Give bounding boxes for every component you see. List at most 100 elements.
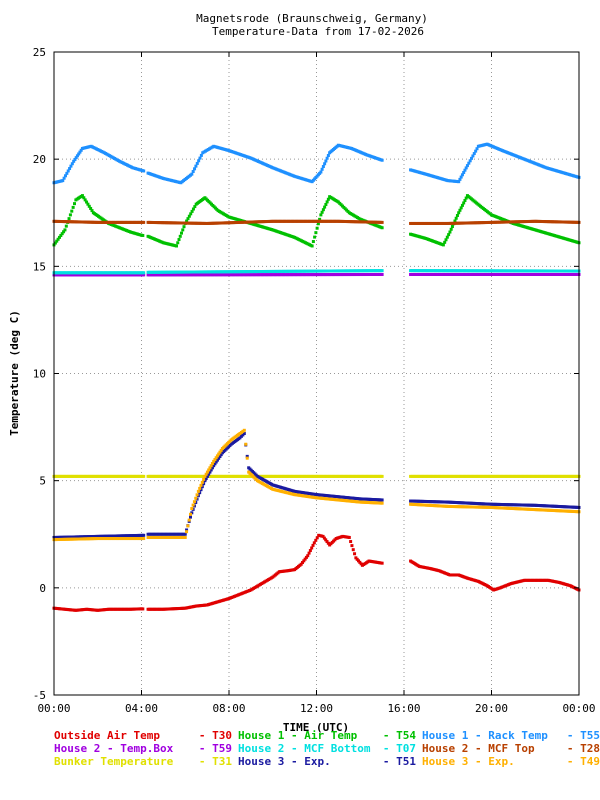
data-point xyxy=(219,453,223,457)
data-point xyxy=(200,480,204,484)
data-point xyxy=(73,157,77,161)
data-point xyxy=(209,464,213,468)
data-point xyxy=(302,559,306,563)
data-point xyxy=(194,496,198,500)
data-point xyxy=(205,474,209,478)
data-point xyxy=(67,217,71,221)
x-tick-label: 16:00 xyxy=(387,702,420,715)
data-point xyxy=(380,272,384,276)
data-point xyxy=(217,456,221,460)
data-point xyxy=(245,456,249,460)
data-point xyxy=(185,530,189,534)
data-point xyxy=(65,171,69,175)
y-tick-label: -5 xyxy=(33,689,46,702)
data-point xyxy=(320,210,324,214)
data-point xyxy=(459,206,463,210)
data-point xyxy=(475,147,479,151)
data-point xyxy=(218,454,222,458)
data-point xyxy=(321,208,325,212)
data-point xyxy=(69,164,73,168)
legend-sensor: - T55 xyxy=(567,729,600,742)
data-point xyxy=(448,230,452,234)
data-point xyxy=(210,462,214,466)
legend-sensor: - T31 xyxy=(199,755,232,768)
y-axis-label: Temperature (deg C) xyxy=(8,310,21,436)
data-point xyxy=(189,512,192,516)
data-point xyxy=(175,244,178,248)
data-point xyxy=(463,168,467,172)
data-point xyxy=(324,538,328,542)
data-point xyxy=(89,206,93,210)
data-point xyxy=(311,240,315,244)
data-point xyxy=(210,466,214,470)
legend-sensor: - T28 xyxy=(567,742,600,755)
data-point xyxy=(66,169,70,173)
data-point xyxy=(187,518,191,522)
data-point xyxy=(380,474,384,478)
x-axis-ticks: 00:00 04:00 08:00 12:00 16:00 20:00 00:00 xyxy=(37,52,596,715)
y-tick-label: 10 xyxy=(33,368,46,381)
chart-title-line-2: Temperature-Data from 17-02-2026 xyxy=(212,25,424,38)
data-point xyxy=(214,456,218,460)
data-point xyxy=(324,159,328,163)
data-point xyxy=(185,219,189,223)
legend-name: Outside Air Temp xyxy=(54,729,160,742)
legend-sensor: - T49 xyxy=(567,755,600,768)
y-tick-label: 20 xyxy=(33,153,46,166)
data-point xyxy=(380,561,384,565)
data-point xyxy=(79,148,83,152)
data-point xyxy=(62,176,66,180)
legend-name: House 2 - MCF Bottom xyxy=(238,742,371,755)
data-point xyxy=(219,448,223,452)
data-point xyxy=(444,238,448,242)
data-point xyxy=(319,213,323,217)
data-point xyxy=(355,557,359,561)
x-tick-label: 00:00 xyxy=(562,702,595,715)
data-point xyxy=(142,273,146,277)
data-point xyxy=(82,196,86,200)
data-point xyxy=(380,158,384,162)
y-axis-ticks: -5 0 5 10 15 20 25 xyxy=(33,46,579,702)
data-point xyxy=(192,500,196,504)
data-point xyxy=(464,166,468,170)
data-point xyxy=(319,170,323,174)
data-point xyxy=(215,458,219,462)
data-point xyxy=(198,156,202,160)
data-point xyxy=(353,552,357,556)
legend-sensor: - T54 xyxy=(383,729,416,742)
data-point xyxy=(73,202,77,206)
data-point xyxy=(56,237,60,241)
legend-item: House 3 - Exp. - T49 xyxy=(422,755,600,768)
data-point xyxy=(70,209,74,213)
data-point xyxy=(208,466,212,470)
data-point xyxy=(87,204,91,208)
series-t51 xyxy=(52,432,581,539)
data-point xyxy=(214,460,218,464)
data-point xyxy=(460,173,464,177)
data-point xyxy=(191,503,195,507)
data-point xyxy=(315,226,319,230)
legend-sensor: - T30 xyxy=(199,729,232,742)
data-point xyxy=(463,199,467,203)
legend-name: House 1 - Rack Temp xyxy=(422,729,548,742)
data-point xyxy=(189,515,192,519)
data-point xyxy=(85,200,89,204)
data-point xyxy=(83,198,87,202)
data-point xyxy=(245,454,249,458)
x-tick-label: 12:00 xyxy=(300,702,333,715)
data-point xyxy=(449,227,453,231)
legend-name: House 3 - Exp. xyxy=(422,755,515,768)
data-point xyxy=(441,243,445,247)
data-point xyxy=(307,551,311,555)
data-point xyxy=(242,432,246,436)
legend: Outside Air Temp - T30 House 1 - Air Temp -… xyxy=(54,729,600,768)
x-tick-label: 20:00 xyxy=(475,702,508,715)
data-point xyxy=(142,474,146,478)
data-point xyxy=(72,159,76,163)
legend-sensor: - T07 xyxy=(383,742,416,755)
data-point xyxy=(347,535,351,539)
data-point xyxy=(142,537,146,541)
data-point xyxy=(62,230,66,234)
legend-item: House 2 - Temp.Box - T59 xyxy=(54,742,232,755)
data-point xyxy=(142,533,146,537)
